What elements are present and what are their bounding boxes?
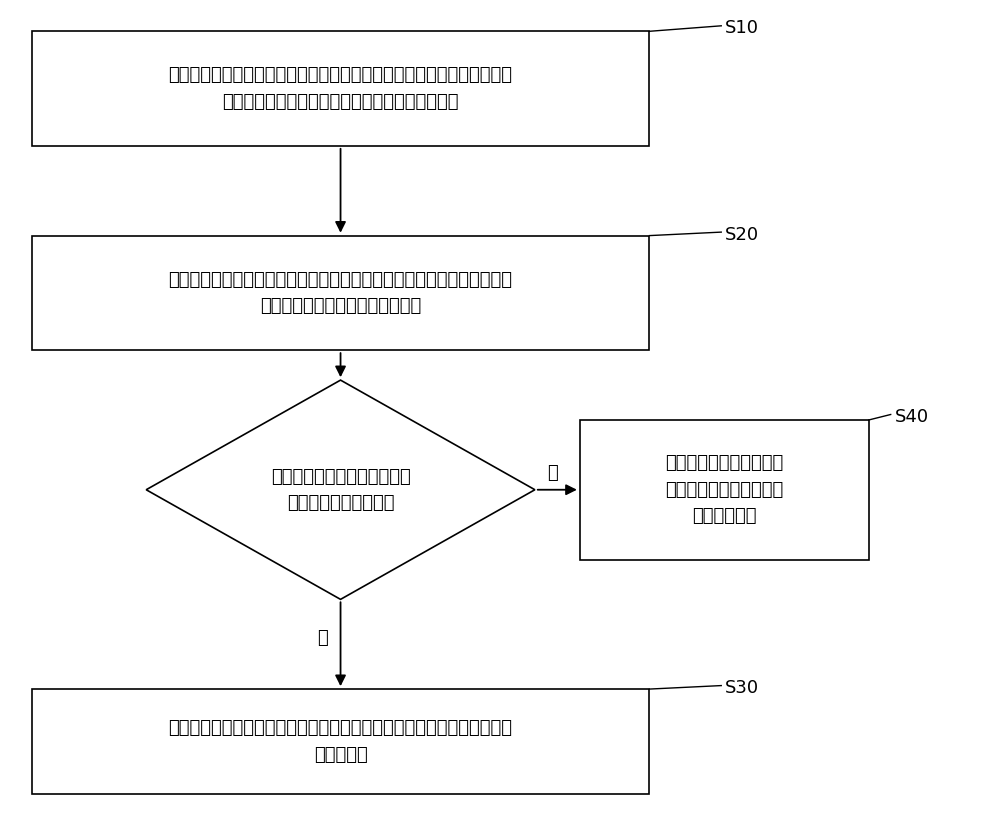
Bar xyxy=(580,420,869,559)
Text: 当前运行的第一操作系统在接收到切换至第二操作系统的切换信号之后，
确认所述第二操作系统所在存储设备的物理磁盘号: 当前运行的第一操作系统在接收到切换至第二操作系统的切换信号之后， 确认所述第二操… xyxy=(169,66,513,111)
Text: 应用所述第一操作系统的存储设备电源模块为所述第二操作系统的网络通
信模块供电: 应用所述第一操作系统的存储设备电源模块为所述第二操作系统的网络通 信模块供电 xyxy=(169,719,513,764)
Text: 确认所述第二操作系统是否存
在对应的网络供电模块: 确认所述第二操作系统是否存 在对应的网络供电模块 xyxy=(271,468,410,512)
Text: 是: 是 xyxy=(317,629,328,648)
Polygon shape xyxy=(146,380,535,600)
Bar xyxy=(32,236,649,350)
Text: 根据所述物理磁盘号，启动对应的存储设备控制器，以此启动对应存储设
备驱动器，加载所述第二操作系统: 根据所述物理磁盘号，启动对应的存储设备控制器，以此启动对应存储设 备驱动器，加载… xyxy=(169,271,513,315)
Text: S30: S30 xyxy=(725,679,759,697)
Text: 应用所述网络供电模块为
所述第二操作系统的网络
通信模块供电: 应用所述网络供电模块为 所述第二操作系统的网络 通信模块供电 xyxy=(665,455,783,526)
Text: S20: S20 xyxy=(725,225,759,243)
Bar xyxy=(32,31,649,146)
Text: S40: S40 xyxy=(895,408,929,426)
Text: S10: S10 xyxy=(725,19,759,37)
Bar xyxy=(32,689,649,794)
Text: 否: 否 xyxy=(547,464,558,482)
